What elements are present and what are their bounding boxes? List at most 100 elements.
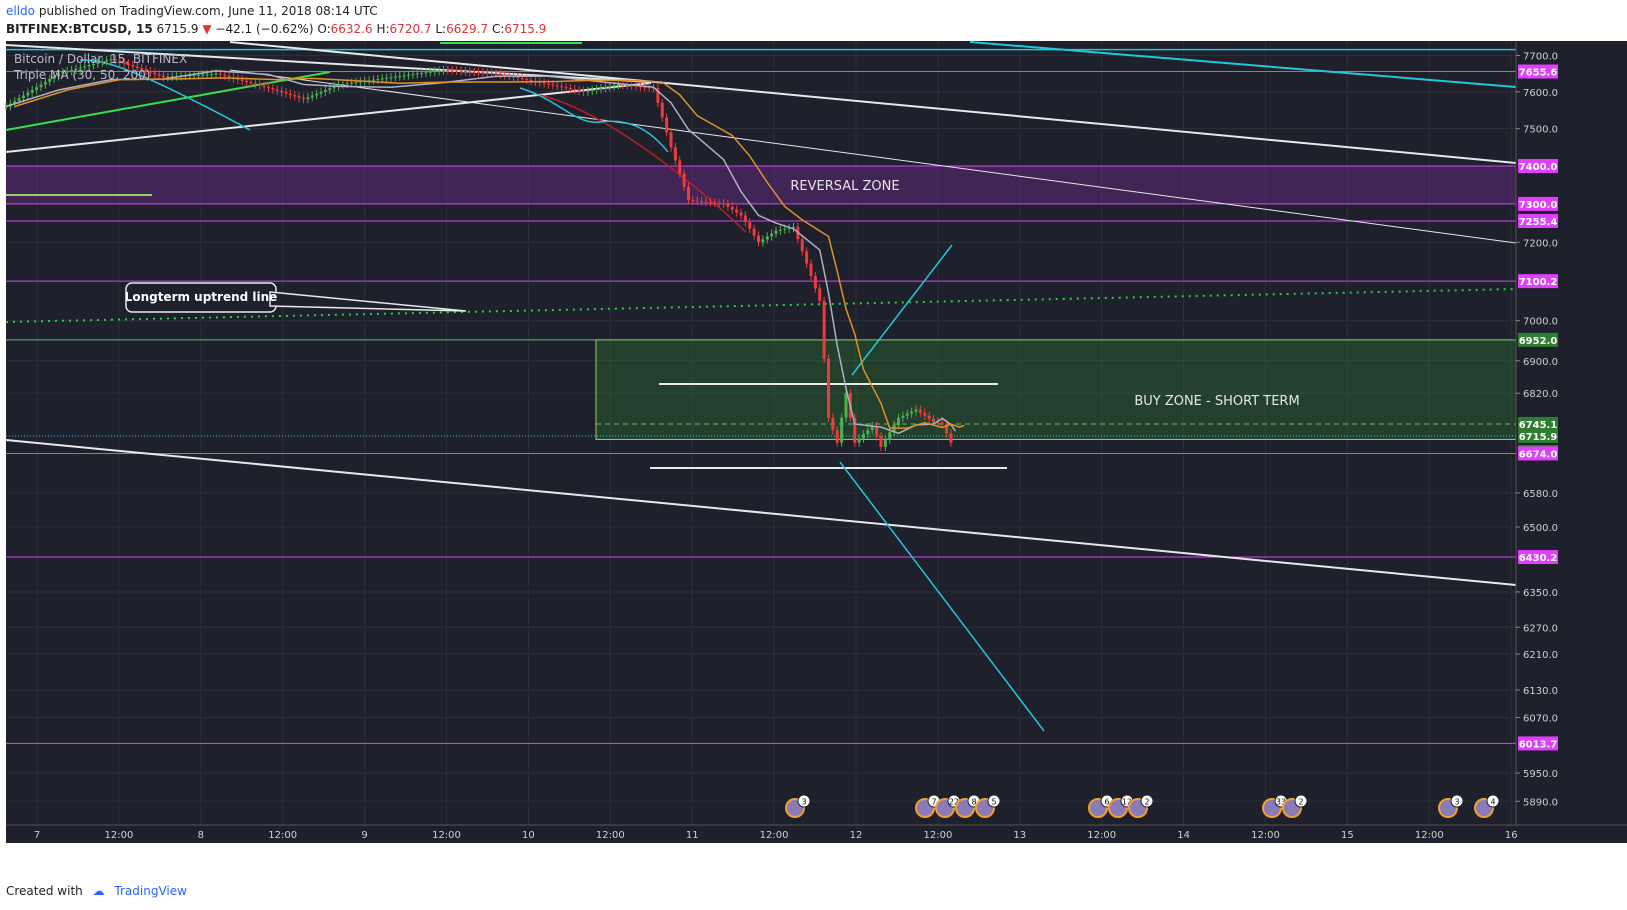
- time-tick-label: 12:00: [760, 830, 789, 841]
- candle-body: [442, 69, 445, 71]
- price-label-badge: [1518, 332, 1558, 347]
- candle-body: [135, 66, 139, 69]
- candle-body: [153, 72, 157, 75]
- candle-body: [358, 81, 362, 83]
- candle-body: [542, 82, 546, 84]
- price-label-text: 6952.0: [1519, 336, 1558, 347]
- candle-body: [879, 436, 883, 447]
- candle-body: [757, 235, 760, 243]
- annotation-pointer: [269, 291, 467, 312]
- candle-body: [240, 79, 244, 81]
- candle-body: [332, 86, 336, 89]
- reversal-zone-label: REVERSAL ZONE: [790, 179, 899, 194]
- candle-body: [100, 61, 104, 63]
- price-label-text: 6013.7: [1519, 739, 1558, 750]
- low-value: 6629.7: [446, 22, 489, 36]
- legend-series-name: Bitcoin / Dollar, 15, BITFINEX: [14, 52, 187, 66]
- candle-body: [665, 117, 669, 133]
- candle-body: [393, 76, 397, 78]
- candle-body: [485, 72, 489, 74]
- candle-body: [805, 251, 809, 264]
- candle-body: [800, 239, 804, 252]
- price-label-text: 7655.6: [1519, 68, 1558, 79]
- candle-body: [682, 173, 686, 187]
- author-link[interactable]: elldo: [6, 4, 36, 18]
- candle-body: [547, 83, 550, 85]
- candle-body: [813, 276, 817, 289]
- symbol-line: BITFINEX:BTCUSD, 15 6715.9 ▼ −42.1 (−0.6…: [6, 22, 546, 36]
- candle-body: [65, 71, 69, 73]
- candle-body: [617, 84, 620, 86]
- symbol-label: BITFINEX:BTCUSD, 15: [6, 22, 153, 36]
- candle-body: [293, 95, 297, 97]
- event-count-label: 6: [1104, 798, 1109, 807]
- candle-body: [647, 87, 651, 89]
- candle-body: [52, 76, 56, 80]
- candle-body: [122, 62, 126, 64]
- candle-body: [420, 72, 424, 74]
- candle-body: [862, 434, 865, 439]
- time-tick-label: 12:00: [104, 830, 133, 841]
- plot-area[interactable]: [6, 41, 1627, 825]
- tradingview-link[interactable]: TradingView: [114, 884, 187, 898]
- price-chart[interactable]: REVERSAL ZONE BUY ZONE - SHORT TERM Long…: [0, 0, 1627, 880]
- price-label-text: 6715.9: [1519, 432, 1558, 443]
- candle-body: [717, 202, 721, 204]
- candle-body: [735, 209, 739, 213]
- candles-layer: [4, 54, 965, 451]
- candle-body: [551, 84, 555, 86]
- candle-body: [288, 93, 292, 96]
- candle-body: [302, 97, 305, 100]
- open-label: O:: [317, 22, 331, 36]
- candle-body: [748, 222, 752, 229]
- candle-body: [691, 200, 695, 202]
- time-tick-label: 12:00: [1251, 830, 1280, 841]
- close-label: C:: [491, 22, 505, 36]
- candle-body: [932, 418, 935, 422]
- time-tick-label: 16: [1505, 830, 1518, 841]
- candle-body: [166, 76, 170, 78]
- candle-body: [660, 102, 664, 118]
- candle-body: [468, 71, 472, 73]
- candle-body: [389, 77, 393, 79]
- candle-body: [4, 106, 8, 108]
- price-label-text: 7400.0: [1519, 162, 1558, 173]
- event-count-label: 3: [1454, 798, 1459, 807]
- candle-body: [376, 79, 380, 81]
- event-count-label: 22: [949, 798, 959, 807]
- candle-body: [743, 215, 747, 223]
- candle-body: [700, 201, 704, 203]
- price-tick-label: 7200.0: [1523, 238, 1558, 249]
- last-price: 6715.9: [156, 22, 199, 36]
- candle-body: [582, 90, 585, 92]
- price-axis[interactable]: 5890.0 5950.0 6070.0 6130.0 6210.0 6270.0 6350…: [1515, 41, 1627, 825]
- candle-body: [831, 417, 835, 431]
- candle-body: [678, 160, 682, 174]
- candle-body: [127, 63, 130, 66]
- event-count-bubble: [1294, 794, 1308, 808]
- time-axis[interactable]: 7 12:00 8 12:00 9 12:00 10 12:00 11 12:00 12 12:00 1…: [6, 824, 1627, 843]
- candle-body: [437, 70, 441, 72]
- time-tick-label: 9: [361, 830, 367, 841]
- candle-body: [494, 73, 498, 75]
- close-value: 6715.9: [504, 22, 547, 36]
- candle-body: [656, 88, 660, 103]
- candle-body: [113, 59, 117, 61]
- candle-body: [245, 80, 249, 83]
- drawings-layer: [5, 41, 1517, 732]
- price-label-text: 6674.0: [1519, 449, 1558, 460]
- legend-indicator: Triple MA (30, 50, 200): [13, 68, 150, 82]
- candle-body: [621, 84, 625, 86]
- time-tick-label: 12:00: [596, 830, 625, 841]
- candle-body: [529, 79, 533, 81]
- price-tick-label: 6900.0: [1523, 357, 1558, 368]
- candle-body: [612, 85, 616, 87]
- time-tick-label: 8: [198, 830, 204, 841]
- event-count-label: 2: [1144, 798, 1149, 807]
- cyan-down-line: [969, 41, 1517, 88]
- buy-zone: [595, 339, 1517, 440]
- candle-body: [918, 409, 922, 413]
- annotation-callout: Longterm uptrend line: [125, 282, 467, 313]
- candle-body: [258, 84, 262, 86]
- candle-body: [87, 65, 91, 67]
